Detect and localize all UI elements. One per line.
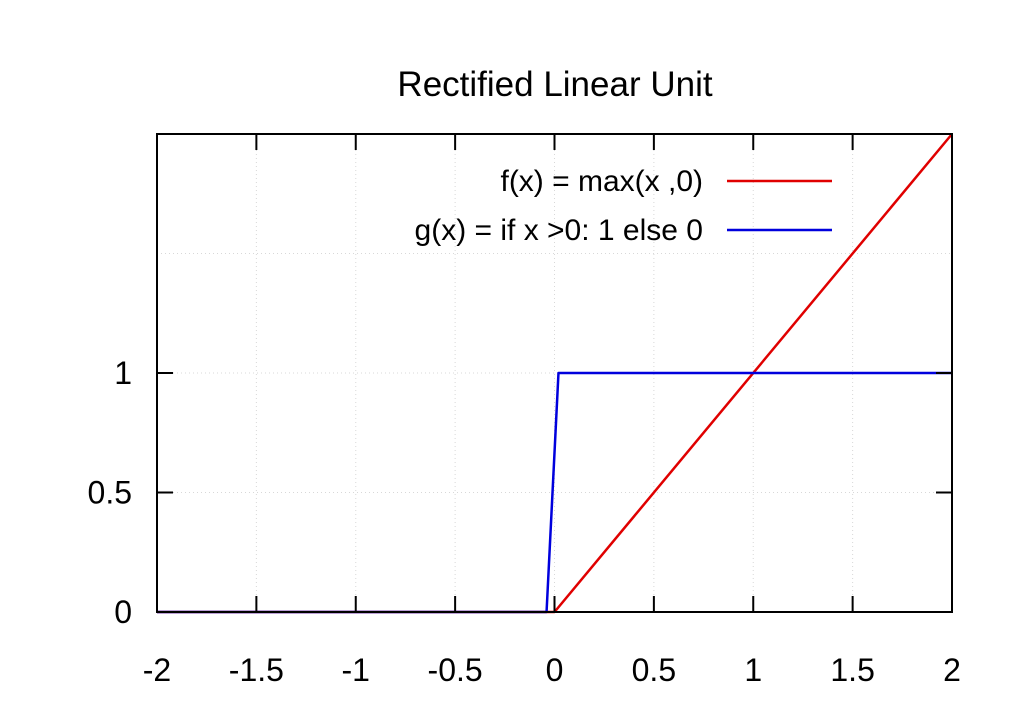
- x-axis: -2 -1.5 -1 -0.5 0 0.5 1 1.5 2: [143, 134, 961, 688]
- legend-label: f(x) = max(x ,0): [500, 165, 703, 198]
- x-tick-label: -0.5: [428, 652, 483, 688]
- legend: f(x) = max(x ,0) g(x) = if x >0: 1 else 0: [415, 165, 832, 247]
- chart-title: Rectified Linear Unit: [397, 65, 712, 104]
- x-tick-label: 0: [546, 652, 564, 688]
- x-tick-label: 2: [943, 652, 961, 688]
- series-line-g: [157, 371, 952, 614]
- y-tick-label: 0: [114, 594, 132, 630]
- y-axis: 00.51: [88, 355, 952, 630]
- series-layer: [157, 133, 953, 614]
- y-tick-label: 1: [114, 355, 132, 391]
- y-tick-label: 0.5: [88, 475, 132, 511]
- legend-label: g(x) = if x >0: 1 else 0: [415, 214, 703, 247]
- grid: [157, 134, 952, 612]
- x-tick-label: 1.5: [830, 652, 874, 688]
- x-tick-label: -2: [143, 652, 171, 688]
- x-tick-label: -1.5: [229, 652, 284, 688]
- x-tick-label: -1: [342, 652, 370, 688]
- x-tick-label: 1: [744, 652, 762, 688]
- x-tick-label: 0.5: [632, 652, 676, 688]
